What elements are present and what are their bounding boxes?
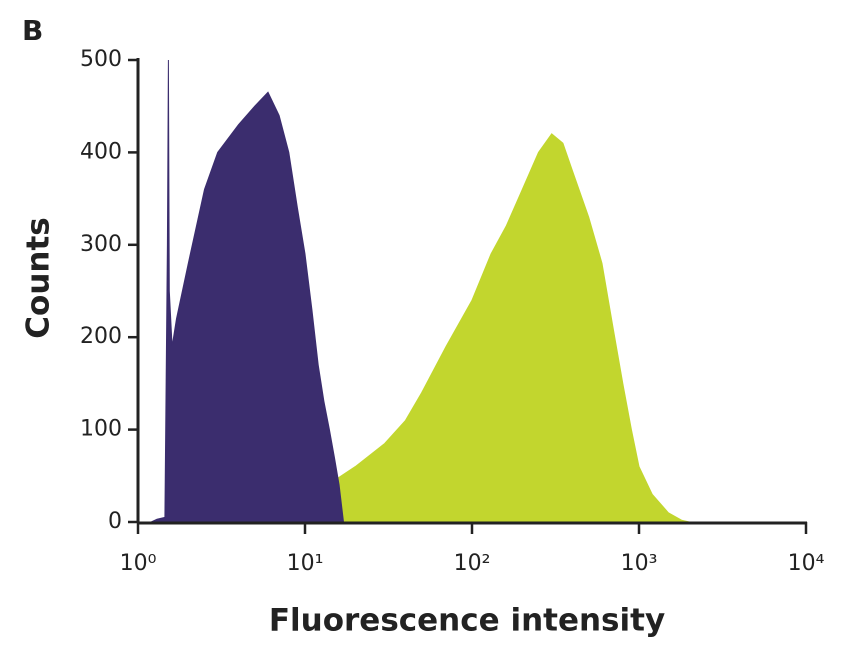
- y-tick-label: 500: [80, 47, 122, 72]
- x-tick-label: 10⁴: [788, 551, 825, 576]
- y-tick-label: 200: [80, 324, 122, 349]
- y-tick-label: 0: [108, 509, 122, 534]
- x-axis-title: Fluorescence intensity: [269, 603, 665, 639]
- x-tick-label: 10³: [621, 551, 658, 576]
- x-tick-label: 10¹: [287, 551, 324, 576]
- x-tick-label: 10²: [454, 551, 491, 576]
- panel-label: B: [22, 14, 43, 47]
- y-axis-title: Counts: [21, 217, 57, 338]
- plot-area: [150, 59, 690, 523]
- x-tick-label: 10⁰: [120, 551, 157, 576]
- histogram-area: [150, 59, 345, 523]
- y-tick-label: 400: [80, 139, 122, 164]
- y-tick-label: 300: [80, 232, 122, 257]
- y-tick-label: 100: [80, 417, 122, 442]
